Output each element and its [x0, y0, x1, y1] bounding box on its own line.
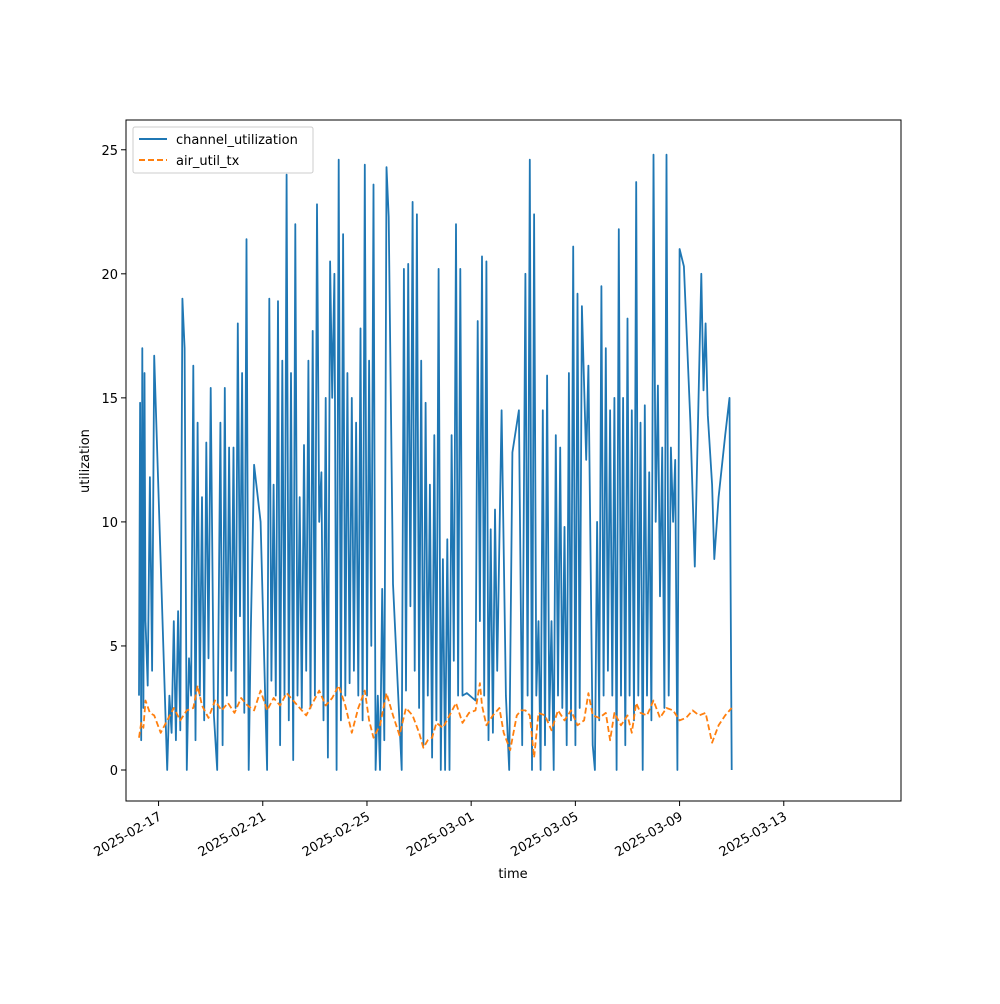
legend-label-air-util-tx: air_util_tx: [176, 154, 240, 169]
y-tick-label: 0: [110, 764, 118, 779]
y-axis-label: utilization: [78, 429, 93, 493]
legend-box: [132, 126, 314, 174]
y-tick-label: 5: [110, 640, 118, 655]
y-axis: 0 5 10 15 20 25: [101, 144, 126, 779]
legend-label-channel-utilization: channel_utilization: [176, 133, 298, 148]
series-line-air-util-tx: [138, 682, 733, 759]
plot-area: [138, 153, 733, 771]
y-tick-label: 25: [101, 144, 118, 159]
legend: channel_utilization air_util_tx: [132, 126, 314, 174]
x-axis-label: time: [498, 867, 527, 882]
y-tick-label: 20: [101, 268, 118, 283]
y-tick-label: 15: [101, 392, 118, 407]
plot-frame: [125, 119, 902, 802]
y-tick-label: 10: [101, 516, 118, 531]
